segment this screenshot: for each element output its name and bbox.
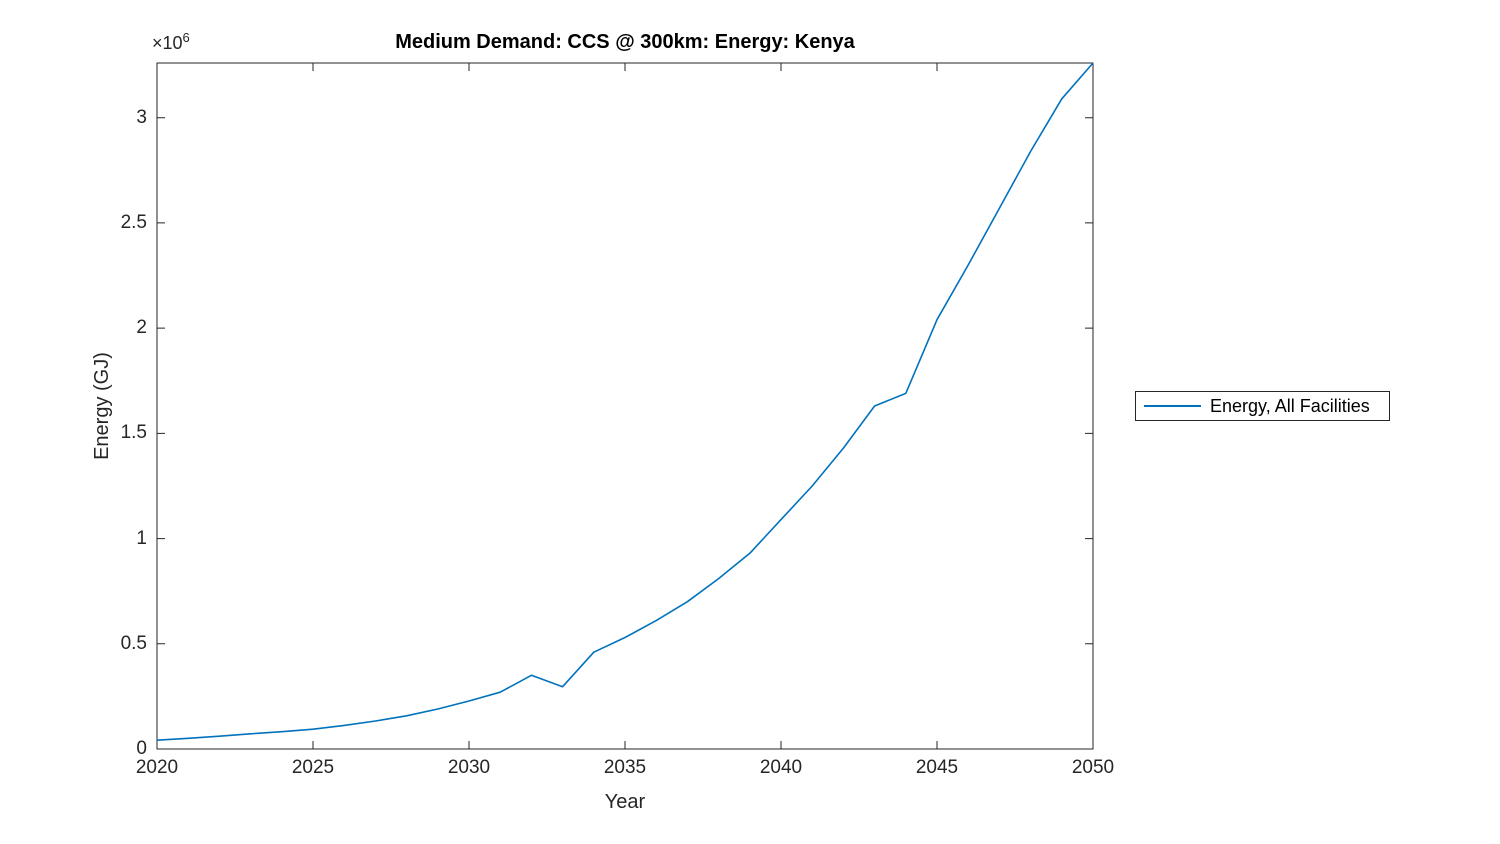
axes-box	[156, 62, 1094, 750]
y-tick-label: 2.5	[120, 211, 147, 233]
energy-series-line	[156, 62, 1094, 741]
y-tick-label: 1.5	[120, 422, 147, 444]
y-axis-multiplier: ×106	[152, 30, 190, 54]
x-axis-label: Year	[604, 791, 646, 813]
y-axis-label: Energy (GJ)	[91, 352, 113, 460]
x-tick-label: 2045	[915, 757, 959, 778]
y-axis-multiplier-base: ×10	[152, 33, 183, 53]
legend: Energy, All Facilities	[1135, 391, 1390, 421]
y-tick-label: 2	[136, 317, 147, 339]
axis-ticks	[156, 63, 1094, 750]
x-tick-label: 2030	[447, 757, 491, 778]
legend-line-sample-icon	[1144, 405, 1201, 407]
x-tick-label: 2050	[1071, 757, 1115, 778]
y-tick-label: 0.5	[120, 632, 147, 654]
y-tick-label: 3	[136, 106, 147, 128]
x-tick-label: 2035	[603, 757, 647, 778]
x-tick-label: 2020	[135, 757, 179, 778]
y-axis-multiplier-exponent: 6	[182, 30, 190, 45]
y-tick-label: 1	[136, 527, 147, 549]
legend-entry-label: Energy, All Facilities	[1210, 395, 1370, 416]
x-tick-label: 2025	[291, 757, 335, 778]
x-tick-label: 2040	[759, 757, 803, 778]
y-tick-label: 0	[136, 738, 147, 759]
chart-title: Medium Demand: CCS @ 300km: Energy: Keny…	[395, 31, 855, 53]
